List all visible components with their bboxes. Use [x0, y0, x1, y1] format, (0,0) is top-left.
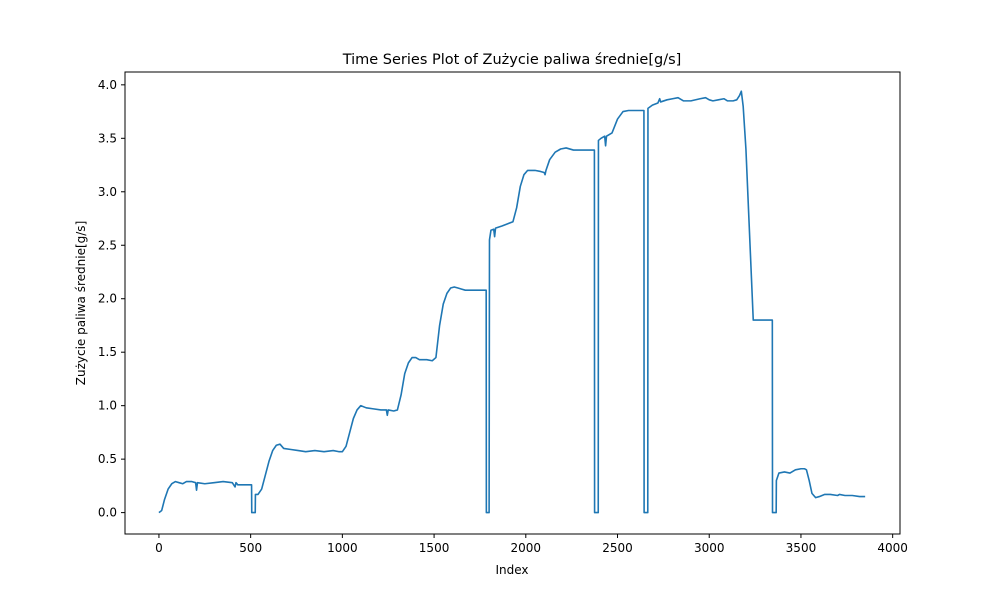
- x-tick-label: 3000: [694, 541, 725, 555]
- plot-frame: [124, 71, 901, 535]
- y-axis: 0.0 0.5 1.0 1.5 2.0 2.5 3.0 3.5 4.0: [98, 78, 125, 520]
- x-tick-label: 4000: [877, 541, 908, 555]
- x-axis-label: Index: [495, 563, 528, 577]
- y-tick-label: 2.5: [98, 238, 117, 252]
- y-axis-label: Zużycie paliwa średnie[g/s]: [74, 221, 88, 386]
- x-tick-label: 500: [239, 541, 262, 555]
- y-tick-label: 3.5: [98, 131, 117, 145]
- series-line: [158, 90, 866, 514]
- series-group: [158, 90, 866, 514]
- y-tick-label: 2.0: [98, 292, 117, 306]
- y-tick-label: 1.0: [98, 399, 117, 413]
- x-tick-label: 2500: [602, 541, 633, 555]
- x-axis: 0 500 1000 1500 2000 2500 3000 3500 4000: [155, 534, 908, 555]
- x-tick-label: 2000: [511, 541, 542, 555]
- x-tick-label: 0: [155, 541, 163, 555]
- y-tick-label: 0.5: [98, 452, 117, 466]
- chart-title: Time Series Plot of Zużycie paliwa średn…: [342, 52, 682, 68]
- x-tick-label: 1000: [327, 541, 358, 555]
- y-tick-label: 4.0: [98, 78, 117, 92]
- y-tick-label: 0.0: [98, 506, 117, 520]
- x-tick-label: 1500: [419, 541, 450, 555]
- x-tick-label: 3500: [786, 541, 817, 555]
- y-tick-label: 1.5: [98, 345, 117, 359]
- y-tick-label: 3.0: [98, 185, 117, 199]
